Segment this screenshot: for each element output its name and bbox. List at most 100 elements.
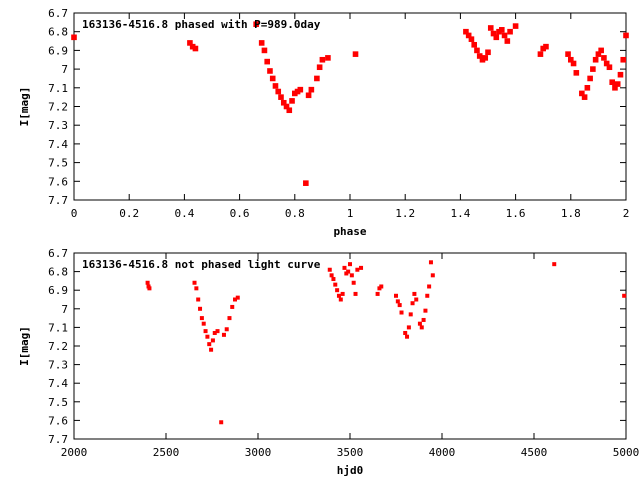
data-point bbox=[623, 32, 629, 39]
y-tick-label: 7.4 bbox=[48, 377, 68, 390]
data-point bbox=[421, 317, 426, 322]
data-point bbox=[405, 334, 410, 339]
data-point bbox=[512, 23, 519, 29]
data-point bbox=[351, 280, 356, 285]
data-point bbox=[230, 304, 235, 309]
data-point bbox=[210, 338, 215, 343]
x-tick-label: 2 bbox=[623, 207, 630, 220]
data-point bbox=[199, 316, 204, 321]
y-tick-label: 7.3 bbox=[48, 359, 68, 372]
data-point bbox=[414, 297, 419, 302]
data-point bbox=[331, 277, 336, 282]
y-tick-label: 7.5 bbox=[48, 157, 68, 170]
data-point bbox=[261, 47, 268, 54]
data-point bbox=[395, 299, 400, 304]
data-point bbox=[601, 55, 607, 61]
data-point bbox=[394, 293, 398, 298]
data-point bbox=[584, 85, 591, 91]
data-point bbox=[269, 75, 276, 82]
x-tick-label: 0 bbox=[71, 207, 78, 220]
data-point bbox=[145, 280, 150, 285]
x-tick-label: 1.2 bbox=[395, 207, 415, 220]
data-point bbox=[463, 28, 469, 35]
data-point bbox=[325, 55, 331, 61]
data-point bbox=[614, 81, 621, 87]
data-point bbox=[403, 330, 408, 335]
x-tick-label: 3000 bbox=[245, 446, 272, 459]
data-point bbox=[264, 58, 270, 65]
data-point bbox=[465, 32, 472, 39]
data-point bbox=[537, 51, 544, 57]
y-tick-label: 7.5 bbox=[48, 396, 68, 409]
data-point bbox=[196, 297, 201, 302]
data-point bbox=[71, 34, 77, 41]
x-tick-label: 1.8 bbox=[561, 207, 581, 220]
data-point bbox=[543, 43, 549, 50]
data-point bbox=[305, 92, 312, 99]
data-point bbox=[192, 280, 197, 285]
data-point bbox=[468, 36, 475, 42]
data-point bbox=[490, 30, 497, 37]
data-point bbox=[606, 64, 613, 71]
data-point bbox=[430, 273, 435, 278]
data-point bbox=[504, 38, 511, 44]
y-tick-label: 6.8 bbox=[48, 26, 68, 39]
data-point bbox=[198, 306, 203, 311]
data-point bbox=[590, 66, 596, 72]
data-point bbox=[207, 342, 212, 347]
data-point bbox=[501, 32, 508, 39]
data-point bbox=[581, 94, 588, 100]
x-tick-label: 2500 bbox=[153, 446, 180, 459]
data-point bbox=[568, 56, 574, 63]
data-point bbox=[233, 297, 237, 302]
x-axis-title: hjd0 bbox=[337, 464, 364, 477]
data-point bbox=[609, 79, 615, 85]
data-point bbox=[592, 56, 599, 63]
x-tick-label: 2000 bbox=[61, 446, 88, 459]
data-point bbox=[280, 99, 287, 106]
y-tick-label: 7.2 bbox=[48, 101, 68, 114]
data-point bbox=[476, 53, 483, 59]
data-point bbox=[375, 291, 380, 296]
data-point bbox=[573, 70, 580, 76]
data-point bbox=[428, 260, 433, 265]
y-tick-label: 7.6 bbox=[48, 175, 68, 188]
y-axis-title: I[mag] bbox=[18, 326, 31, 366]
x-tick-label: 0.6 bbox=[230, 207, 250, 220]
data-point bbox=[603, 60, 610, 67]
x-tick-label: 1.4 bbox=[450, 207, 470, 220]
y-tick-label: 7.1 bbox=[48, 321, 68, 334]
y-tick-label: 7.7 bbox=[48, 433, 68, 446]
data-point bbox=[598, 47, 604, 54]
data-point bbox=[336, 293, 341, 298]
y-tick-label: 7.3 bbox=[48, 119, 68, 132]
data-point bbox=[427, 284, 432, 289]
data-point bbox=[205, 334, 210, 339]
data-point bbox=[474, 47, 480, 54]
data-point bbox=[353, 291, 358, 296]
data-point bbox=[338, 297, 343, 302]
data-point bbox=[278, 94, 284, 100]
data-point bbox=[327, 267, 332, 272]
data-point bbox=[622, 293, 627, 298]
data-point bbox=[570, 60, 577, 67]
data-point bbox=[507, 28, 513, 35]
data-point bbox=[408, 312, 413, 317]
data-point bbox=[192, 45, 199, 52]
data-point bbox=[308, 86, 315, 93]
data-point bbox=[379, 284, 384, 289]
data-point bbox=[221, 332, 226, 337]
data-point bbox=[215, 329, 220, 334]
data-point bbox=[423, 308, 428, 313]
y-axis-title: I[mag] bbox=[18, 87, 31, 127]
data-point bbox=[612, 85, 618, 91]
data-point bbox=[417, 321, 422, 326]
data-point bbox=[253, 21, 259, 28]
x-tick-label: 4500 bbox=[521, 446, 548, 459]
plot-frame bbox=[73, 252, 627, 440]
data-point bbox=[235, 295, 240, 300]
y-tick-label: 6.9 bbox=[48, 44, 68, 57]
data-point bbox=[267, 68, 273, 74]
x-tick-label: 0.8 bbox=[285, 207, 305, 220]
data-point bbox=[355, 267, 360, 272]
